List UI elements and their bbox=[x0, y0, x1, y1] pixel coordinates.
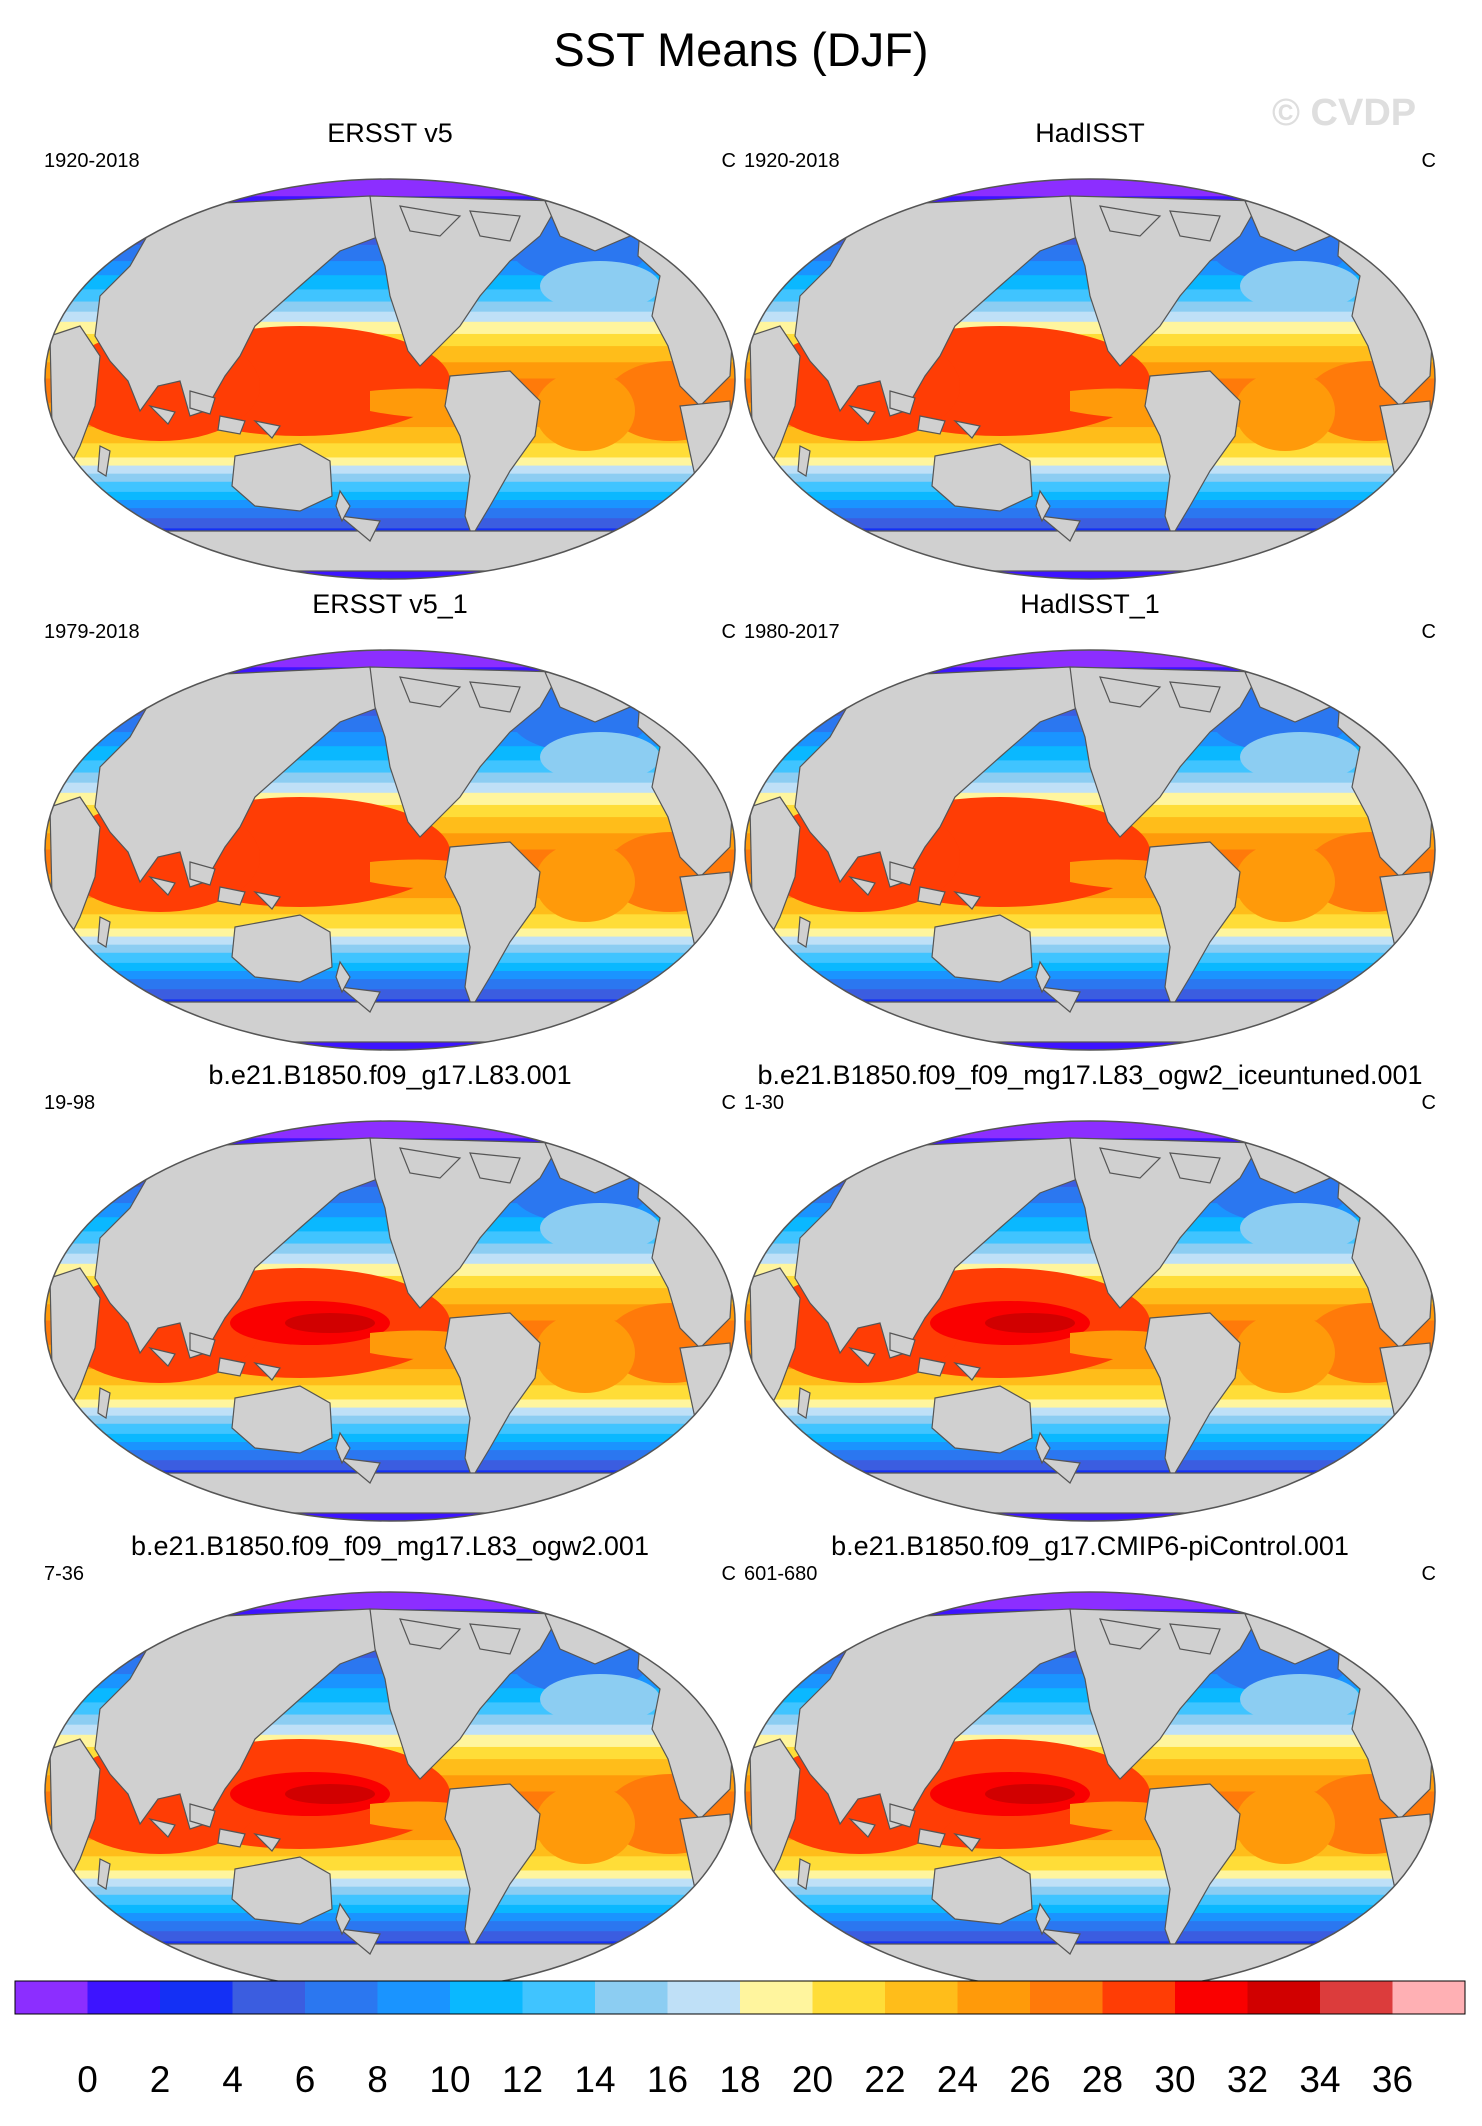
world-map bbox=[744, 1591, 1436, 1993]
panel-title: ERSST v5 bbox=[327, 118, 453, 148]
panel-period: 19-98 bbox=[44, 1092, 96, 1114]
panel-period: 601-680 bbox=[744, 1563, 818, 1585]
colorbar-tick-label: 14 bbox=[574, 2059, 615, 2100]
colorbar-tick-label: 4 bbox=[222, 2059, 243, 2100]
colorbar-tick-label: 34 bbox=[1299, 2059, 1340, 2100]
map-panel: b.e21.B1850.f09_f09_mg17.L83_ogw2.001 7-3… bbox=[40, 1531, 740, 1996]
colorbar-tick-label: 30 bbox=[1154, 2059, 1195, 2100]
sst-field bbox=[745, 1121, 1435, 1521]
colorbar-tick-label: 8 bbox=[367, 2059, 388, 2100]
map-outline bbox=[744, 1120, 1436, 1522]
world-map bbox=[744, 178, 1436, 580]
colorbar-tick-label: 2 bbox=[150, 2059, 171, 2100]
world-map bbox=[44, 1591, 736, 1993]
colorbar-tick-label: 18 bbox=[719, 2059, 760, 2100]
panel-units: C bbox=[721, 1092, 736, 1114]
panel-period: 1980-2017 bbox=[744, 621, 840, 643]
map-panel: b.e21.B1850.f09_f09_mg17.L83_ogw2_iceunt… bbox=[740, 1060, 1440, 1525]
colorbar-tick-label: 36 bbox=[1372, 2059, 1413, 2100]
colorbar-tick-label: 16 bbox=[647, 2059, 688, 2100]
panel-units: C bbox=[721, 150, 736, 172]
panel-title: b.e21.B1850.f09_f09_mg17.L83_ogw2_iceunt… bbox=[757, 1060, 1423, 1090]
map-panel: HadISST_1 1980-2017 C bbox=[740, 589, 1440, 1054]
figure-title: SST Means (DJF) bbox=[553, 23, 929, 76]
panel-period: 1-30 bbox=[744, 1092, 785, 1114]
map-outline bbox=[44, 178, 736, 580]
panel-title: b.e21.B1850.f09_g17.CMIP6-piControl.001 bbox=[831, 1531, 1349, 1561]
map-panel: b.e21.B1850.f09_g17.L83.001 19-98 C bbox=[40, 1060, 740, 1525]
sst-field bbox=[745, 1592, 1435, 1992]
map-panel: ERSST v5_1 1979-2018 C bbox=[40, 589, 740, 1054]
colorbar-tick-label: 24 bbox=[937, 2059, 978, 2100]
panel-title: HadISST bbox=[1035, 118, 1145, 148]
world-map bbox=[44, 1120, 736, 1522]
map-outline bbox=[744, 178, 1436, 580]
colorbar-tick-label: 22 bbox=[864, 2059, 905, 2100]
world-map bbox=[44, 649, 736, 1051]
colorbar-tick-label: 28 bbox=[1082, 2059, 1123, 2100]
panel-units: C bbox=[1421, 1563, 1436, 1585]
colorbar-tick-label: 6 bbox=[295, 2059, 316, 2100]
world-map bbox=[44, 178, 736, 580]
colorbar-tick-label: 0 bbox=[77, 2059, 98, 2100]
panel-title: ERSST v5_1 bbox=[312, 589, 468, 619]
panel-title: HadISST_1 bbox=[1020, 589, 1160, 619]
panel-title: b.e21.B1850.f09_f09_mg17.L83_ogw2.001 bbox=[131, 1531, 649, 1561]
colorbar-tick-label: 12 bbox=[502, 2059, 543, 2100]
panel-title: b.e21.B1850.f09_g17.L83.001 bbox=[208, 1060, 572, 1090]
map-panel: HadISST 1920-2018 C bbox=[740, 118, 1440, 583]
panel-period: 1979-2018 bbox=[44, 621, 140, 643]
map-panel: b.e21.B1850.f09_g17.CMIP6-piControl.001 6… bbox=[740, 1531, 1440, 1996]
world-map bbox=[744, 1120, 1436, 1522]
watermark-text: © CVDP bbox=[1272, 92, 1417, 134]
panel-period: 1920-2018 bbox=[44, 150, 140, 172]
map-outline bbox=[44, 1120, 736, 1522]
colorbar-tick-label: 26 bbox=[1009, 2059, 1050, 2100]
panel-units: C bbox=[1421, 150, 1436, 172]
map-panel: ERSST v5 1920-2018 C bbox=[40, 118, 740, 583]
colorbar-tick-label: 32 bbox=[1227, 2059, 1268, 2100]
panel-units: C bbox=[721, 621, 736, 643]
map-outline bbox=[44, 649, 736, 1051]
colorbar-tick-label: 20 bbox=[792, 2059, 833, 2100]
sst-field bbox=[745, 179, 1435, 579]
panel-units: C bbox=[1421, 621, 1436, 643]
world-map bbox=[744, 649, 1436, 1051]
sst-field bbox=[45, 1592, 735, 1992]
panel-period: 7-36 bbox=[44, 1563, 85, 1585]
panel-units: C bbox=[721, 1563, 736, 1585]
sst-field bbox=[45, 179, 735, 579]
colorbar-tick-label: 10 bbox=[429, 2059, 470, 2100]
panel-period: 1920-2018 bbox=[744, 150, 840, 172]
map-outline bbox=[744, 649, 1436, 1051]
panel-units: C bbox=[1421, 1092, 1436, 1114]
